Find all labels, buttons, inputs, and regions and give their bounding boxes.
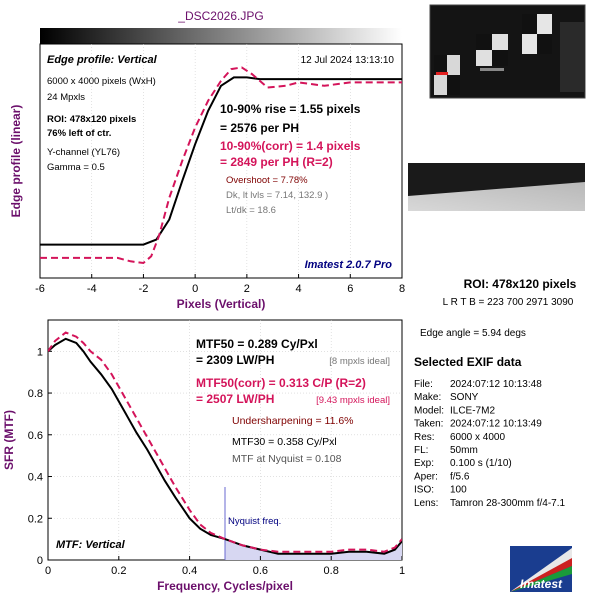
edge-angle-text: Edge angle = 5.94 degs xyxy=(420,328,526,339)
overshoot-text: Overshoot = 7.78% xyxy=(226,175,308,186)
undersharp-text: Undersharpening = 11.6% xyxy=(232,415,354,427)
exif-key: Taken: xyxy=(414,419,443,430)
gray-gradient-strip xyxy=(40,28,402,44)
ideal-corr-text: [9.43 mpxls ideal] xyxy=(316,395,390,406)
edge-x-tick-label: 6 xyxy=(347,283,353,295)
edge-ylabel: Edge profile (linear) xyxy=(9,105,23,218)
mtf-y-tick-label: 1 xyxy=(37,346,43,358)
edge-x-ticks: -6 -4 -2 0 2 4 6 8 xyxy=(35,274,405,295)
mtf-y-tick-label: 0.8 xyxy=(28,388,43,400)
roi-swatch xyxy=(408,163,585,211)
exif-value: SONY xyxy=(450,392,479,403)
mtf-x-tick-label: 0.2 xyxy=(111,565,126,577)
mtf-y-tick-label: 0.2 xyxy=(28,513,43,525)
exif-value: Tamron 28-300mm f/4-7.1 xyxy=(450,498,565,509)
edge-plot-frame xyxy=(39,43,403,279)
mtf-series-line-1 xyxy=(48,331,402,553)
edge-x-tick-label: 0 xyxy=(192,283,198,295)
edge-x-tick-label: 2 xyxy=(244,283,250,295)
mtf30-text: MTF30 = 0.358 Cy/Pxl xyxy=(232,436,337,448)
exif-value: 100 xyxy=(450,485,467,496)
exif-value: ILCE-7M2 xyxy=(450,405,495,416)
lwph-corr-text: = 2507 LW/PH xyxy=(196,392,274,406)
exif-table: File: 2024:07:12 10:13:48 Make: SONY Model: I… xyxy=(414,379,565,509)
edge-date: 12 Jul 2024 13:13:10 xyxy=(301,55,395,66)
edge-series xyxy=(40,66,402,265)
exif-title: Selected EXIF data xyxy=(414,355,522,369)
mtf-x-tick-label: 0.8 xyxy=(324,565,339,577)
nyquist-shading xyxy=(225,539,402,560)
mtf-xlabel: Frequency, Cycles/pixel xyxy=(157,579,293,593)
edge-heading: Edge profile: Vertical xyxy=(47,54,158,66)
info-line-2: 24 Mpxls xyxy=(47,92,85,103)
edge-series-line-1 xyxy=(40,66,402,265)
exif-key: Aper: xyxy=(414,471,438,482)
rise-text: 10-90% rise = 1.55 pixels xyxy=(220,102,361,116)
channel-line-2: Gamma = 0.5 xyxy=(47,162,105,173)
exif-value: 2024:07:12 10:13:48 xyxy=(450,379,542,390)
mtf-series-line-0 xyxy=(48,337,402,555)
exif-value: 0.100 s (1/10) xyxy=(450,458,512,469)
levels-text: Dk, lt lvls = 7.14, 132.9 ) xyxy=(226,190,328,201)
edge-x-tick-label: 8 xyxy=(399,283,405,295)
exif-key: Exp: xyxy=(414,458,434,469)
mtf-x-tick-label: 0 xyxy=(45,565,51,577)
edge-x-tick-label: -2 xyxy=(139,283,149,295)
channel-line-1: Y-channel (YL76) xyxy=(47,147,120,158)
mtf50-text: MTF50 = 0.289 Cy/Pxl xyxy=(196,337,318,351)
mtf-y-tick-label: 0.4 xyxy=(28,472,43,484)
exif-key: Res: xyxy=(414,432,435,443)
nyq-mtf-text: MTF at Nyquist = 0.108 xyxy=(232,453,342,465)
exif-key: ISO: xyxy=(414,485,434,496)
exif-value: 6000 x 4000 xyxy=(450,432,505,443)
ideal-text: [8 mpxls ideal] xyxy=(329,356,390,367)
side-roi-text: ROI: 478x120 pixels xyxy=(464,277,577,291)
exif-key: Model: xyxy=(414,405,444,416)
mtf50-corr-text: MTF50(corr) = 0.313 C/P (R=2) xyxy=(196,376,366,390)
exif-value: 50mm xyxy=(450,445,478,456)
edge-x-tick-label: -4 xyxy=(87,283,97,295)
version-text: Imatest 2.0.7 Pro xyxy=(305,259,393,271)
exif-key: FL: xyxy=(414,445,428,456)
mtf-y-tick-label: 0 xyxy=(37,555,43,567)
mtf-ylabel: SFR (MTF) xyxy=(2,410,16,470)
edge-xlabel: Pixels (Vertical) xyxy=(177,297,266,311)
mtf-x-tick-label: 0.4 xyxy=(182,565,197,577)
nyquist-label: Nyquist freq. xyxy=(228,516,281,527)
mtf-series xyxy=(48,331,402,555)
lwph-text: = 2309 LW/PH xyxy=(196,353,274,367)
edge-x-tick-label: -6 xyxy=(35,283,45,295)
exif-key: Make: xyxy=(414,392,441,403)
exif-value: f/5.6 xyxy=(450,471,470,482)
mtf-x-tick-label: 0.6 xyxy=(253,565,268,577)
mtf-ticks: 0 0.2 0.4 0.6 0.8 1 0 0.2 0.4 0.6 0.8 1 xyxy=(28,346,405,577)
per-ph-text: = 2576 per PH xyxy=(220,121,299,135)
roi-line-2: 76% left of ctr. xyxy=(47,128,111,139)
edge-plot-grid xyxy=(91,44,351,278)
per-ph-corr-text: = 2849 per PH (R=2) xyxy=(220,155,333,169)
edge-x-tick-label: 4 xyxy=(296,283,302,295)
exif-value: 2024:07:12 10:13:49 xyxy=(450,419,542,430)
mtf-x-tick-label: 1 xyxy=(399,565,405,577)
exif-key: Lens: xyxy=(414,498,438,509)
mtf-tag: MTF: Vertical xyxy=(56,539,126,551)
imatest-logo: Imatest xyxy=(510,546,572,592)
exif-key: File: xyxy=(414,379,433,390)
side-lrtb-text: L R T B = 223 700 2971 3090 xyxy=(443,297,574,308)
figure-title: _DSC2026.JPG xyxy=(177,9,263,23)
ltdk-text: Lt/dk = 18.6 xyxy=(226,205,276,216)
mtf-y-tick-label: 0.6 xyxy=(28,430,43,442)
logo-text: Imatest xyxy=(520,577,563,591)
roi-line-1: ROI: 478x120 pixels xyxy=(47,114,136,125)
info-line-1: 6000 x 4000 pixels (WxH) xyxy=(47,76,156,87)
chart-thumbnail xyxy=(429,4,586,99)
rise-corr-text: 10-90%(corr) = 1.4 pixels xyxy=(220,139,361,153)
edge-series-line-0 xyxy=(40,76,402,246)
